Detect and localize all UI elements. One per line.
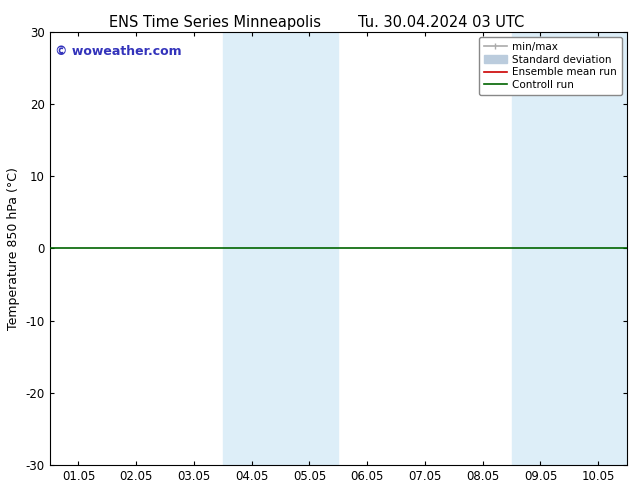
Text: © woweather.com: © woweather.com xyxy=(55,45,182,57)
Bar xyxy=(512,31,627,465)
Legend: min/max, Standard deviation, Ensemble mean run, Controll run: min/max, Standard deviation, Ensemble me… xyxy=(479,37,622,95)
Text: ENS Time Series Minneapolis        Tu. 30.04.2024 03 UTC: ENS Time Series Minneapolis Tu. 30.04.20… xyxy=(110,15,524,30)
Bar xyxy=(223,31,339,465)
Y-axis label: Temperature 850 hPa (°C): Temperature 850 hPa (°C) xyxy=(7,167,20,330)
